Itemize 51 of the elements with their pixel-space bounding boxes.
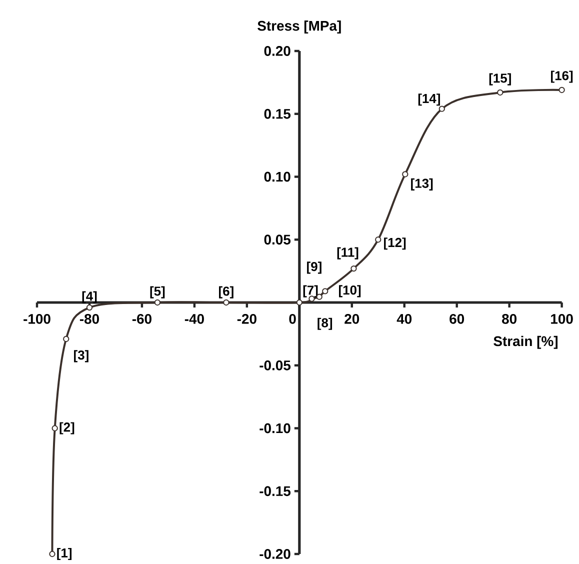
annotation: [13] [411,178,433,190]
y-tick-label: 0.10 [264,172,290,182]
x-tick-label: 20 [344,314,360,324]
y-tick-label: -0.05 [260,360,291,370]
point [296,299,302,306]
point [223,299,230,306]
y-tick-label: -0.20 [260,549,290,559]
annotation: [10] [339,285,361,298]
y-tick-label: -0.15 [260,486,291,496]
annotation: [6] [219,286,234,298]
annotation: [12] [384,238,406,250]
annotation: [4] [82,291,97,304]
annotation: [5] [150,286,165,298]
point [375,236,382,243]
annotation: [3] [74,350,88,362]
point [438,106,445,112]
point [86,304,93,311]
point [350,265,357,272]
x-axis-title: Strain [%] [494,336,558,349]
x-tick-label: 40 [396,314,412,324]
y-axis-title: Stress [MPa] [258,20,341,34]
point [497,89,504,96]
x-tick-label: -100 [24,314,50,324]
annotation: [7] [303,285,318,298]
annotation: [14] [418,94,440,106]
point [154,299,161,306]
point [52,425,58,432]
annotation: [2] [60,422,74,434]
x-tick-label: 0 [289,314,296,324]
annotation: [8] [318,318,332,330]
y-tick-label: 0.05 [264,234,291,245]
annotation: [15] [489,73,511,86]
x-tick-label: -80 [80,314,99,324]
point [322,288,328,294]
x-tick-label: -60 [132,314,152,324]
point [49,550,56,558]
point [402,171,408,178]
annotation: [1] [57,548,72,560]
annotation: [11] [337,247,358,260]
annotation: [16] [551,70,573,83]
point [63,336,70,342]
x-tick-label: -40 [184,314,204,324]
point [558,86,565,94]
x-tick-label: 80 [502,314,517,324]
y-tick-label: 0.20 [264,46,290,56]
y-tick-label: 0.15 [264,108,291,119]
y-tick-label: -0.10 [260,423,290,434]
annotation: [9] [307,262,322,274]
x-tick-label: -20 [237,314,256,324]
x-tick-label: 100 [551,314,573,324]
x-tick-label: 60 [450,314,464,324]
